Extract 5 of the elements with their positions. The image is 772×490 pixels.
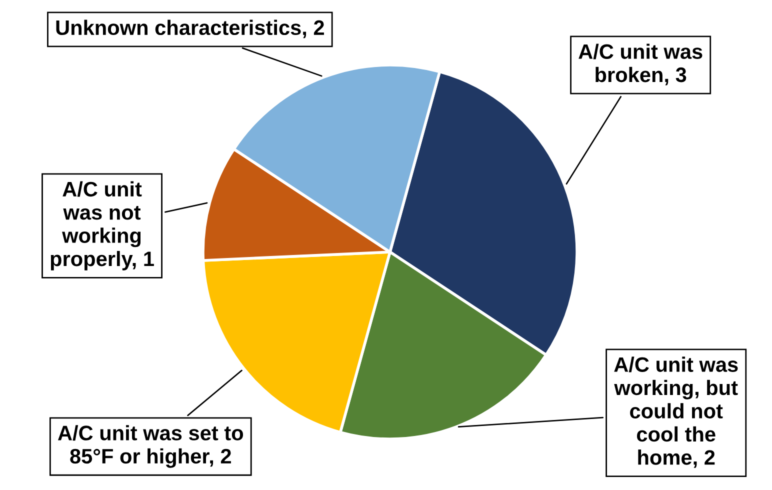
slice-label: A/C unit was working, but could not cool the home, 2 [614,356,738,468]
slice-label: A/C unit was not working properly, 1 [50,181,154,270]
slice-label: Unknown characteristics, 2 [56,20,324,38]
slice-label: A/C unit was set to 85°F or higher, 2 [58,425,244,468]
slice-label: A/C unit was broken, 3 [578,44,702,86]
